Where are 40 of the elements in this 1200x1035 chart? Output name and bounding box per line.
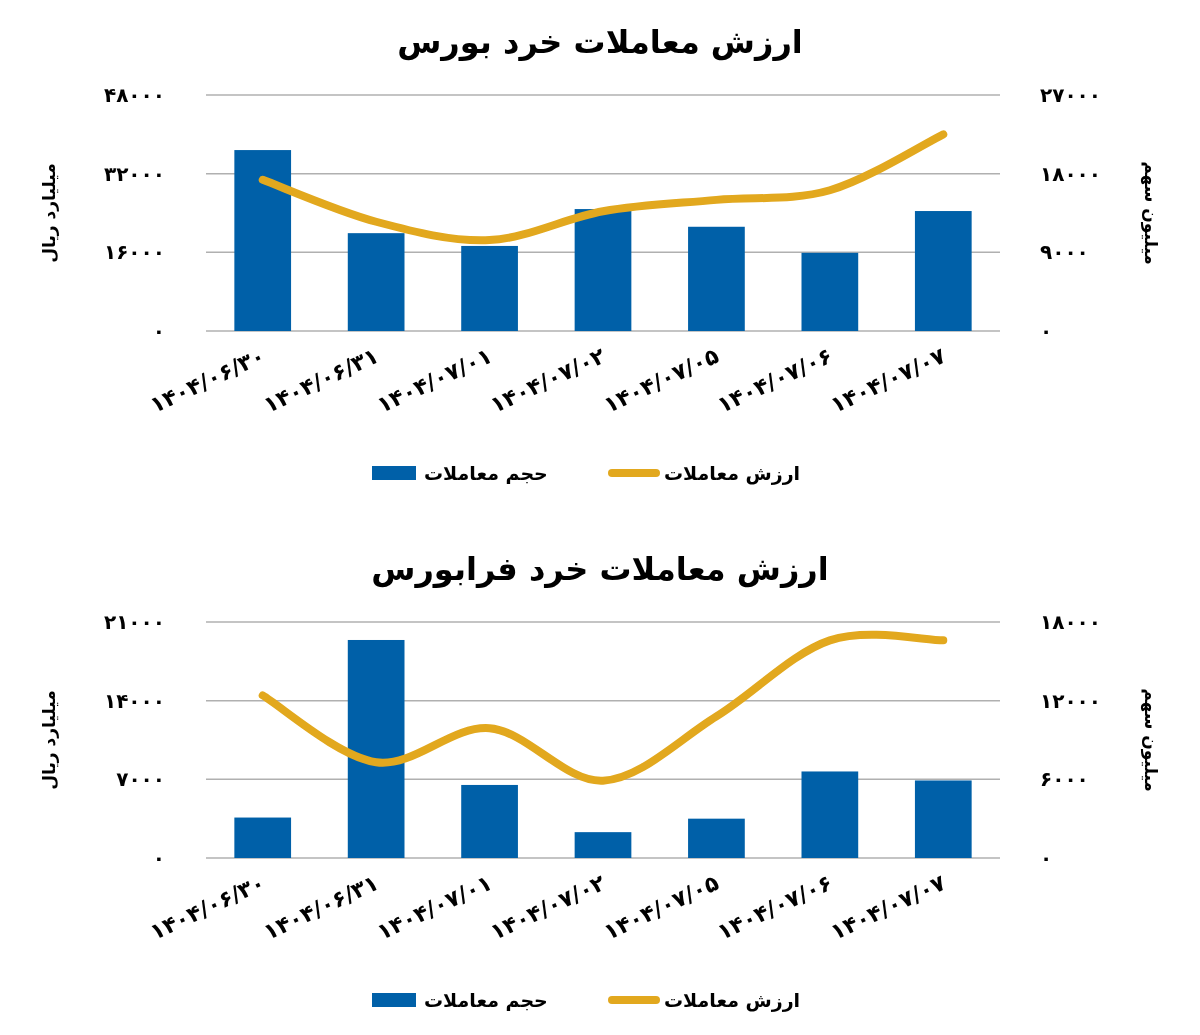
y2-axis-title: میلیون سهم (1140, 161, 1161, 265)
bar (914, 780, 972, 858)
y2-tick-label: ۱۸۰۰۰ (1040, 161, 1102, 186)
bar (347, 639, 405, 858)
chart-title: ارزش معاملات خرد بورس (397, 23, 803, 61)
y-tick-label: ۰ (152, 319, 165, 343)
y-tick-label: ۳۲۰۰۰ (103, 161, 165, 186)
y2-axis-title: میلیون سهم (1140, 688, 1161, 792)
y-axis-title: میلیارد ریال (39, 163, 59, 263)
bar (801, 252, 859, 331)
y2-tick-label: ۱۲۰۰۰ (1040, 688, 1102, 713)
bar (234, 150, 292, 331)
bar (461, 245, 518, 331)
y2-tick-label: ۰ (1040, 846, 1053, 870)
bar (801, 771, 859, 858)
bar (347, 233, 405, 331)
legend-label: ارزش معاملات (664, 989, 801, 1012)
y2-tick-label: ۰ (1040, 319, 1053, 343)
y-tick-label: ۷۰۰۰ (116, 767, 165, 792)
legend-label: حجم معاملات (424, 462, 548, 484)
y2-tick-label: ۱۸۰۰۰ (1040, 610, 1102, 634)
y-tick-label: ۰ (152, 846, 165, 870)
y2-tick-label: ۶۰۰۰ (1040, 767, 1089, 792)
bar (574, 832, 632, 858)
y2-tick-label: ۲۷۰۰۰ (1040, 83, 1102, 107)
bar (461, 784, 518, 858)
bar (914, 211, 972, 331)
chart-title: ارزش معاملات خرد فرابورس (371, 550, 829, 588)
legend-label: حجم معاملات (424, 989, 548, 1011)
y2-tick-label: ۹۰۰۰ (1040, 240, 1089, 265)
legend-label: ارزش معاملات (664, 462, 801, 485)
y-tick-label: ۱۶۰۰۰ (103, 240, 165, 265)
bar (688, 818, 745, 858)
bar (574, 209, 632, 331)
bar (688, 226, 745, 331)
bar (234, 817, 292, 858)
y-tick-label: ۲۱۰۰۰ (103, 610, 165, 634)
y-tick-label: ۴۸۰۰۰ (103, 83, 165, 107)
y-tick-label: ۱۴۰۰۰ (103, 688, 165, 713)
y-axis-title: میلیارد ریال (39, 690, 59, 790)
